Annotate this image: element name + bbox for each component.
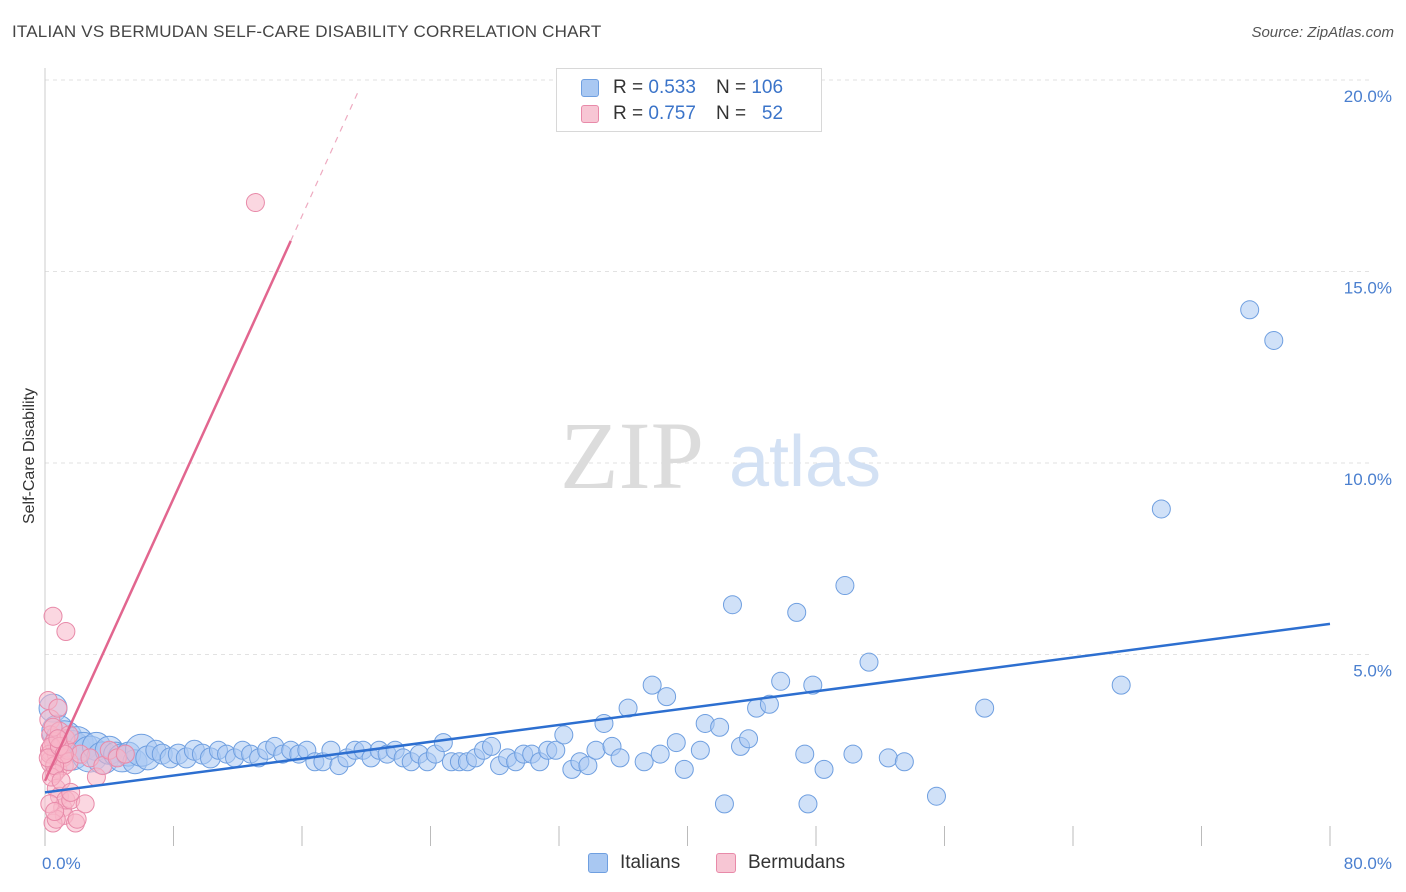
bermudans-n-label: N =: [715, 103, 747, 124]
italians-point: [554, 725, 574, 745]
italians-point: [690, 740, 710, 760]
italians-point: [739, 729, 759, 749]
italians-point: [578, 756, 598, 776]
italians-point: [1151, 499, 1171, 519]
legend-bermudans[interactable]: Bermudans: [716, 852, 845, 874]
italians-point: [482, 736, 502, 756]
bermudans-point: [48, 698, 68, 718]
watermark-atlas: atlas: [729, 422, 881, 502]
grid-lines: [45, 79, 1370, 655]
italians-point: [650, 744, 670, 764]
bermudans-n-value: 52: [761, 103, 784, 124]
stats-legend: R = 0.533 N = 106 R = 0.757 N = 52: [556, 68, 822, 132]
legend-row-bermudans: R = 0.757 N = 52: [581, 103, 783, 125]
italians-point: [787, 602, 807, 622]
italians-point: [975, 698, 995, 718]
legend-row-italians: R = 0.533 N = 106: [581, 77, 783, 99]
italians-point: [759, 694, 779, 714]
italians-point: [714, 794, 734, 814]
y-tick-label: 20.0%: [1344, 87, 1392, 106]
source-label: Source: ZipAtlas.com: [1251, 24, 1394, 41]
bermudans-trend-line: [43, 240, 292, 782]
bermudans-point: [75, 794, 95, 814]
axis-labels: 5.0% 10.0% 15.0% 20.0% 0.0% 80.0%: [42, 87, 1392, 873]
italians-point: [798, 794, 818, 814]
italians-point: [666, 733, 686, 753]
bermudans-point: [56, 622, 76, 642]
italians-point: [710, 717, 730, 737]
bermudans-point: [115, 744, 135, 764]
bermudans-point: [43, 606, 63, 626]
series-legend: Italians Bermudans: [0, 852, 1406, 876]
italians-swatch: [581, 79, 599, 97]
watermark: ZIP atlas: [560, 402, 881, 509]
bermudans-point: [67, 809, 87, 829]
bermudans-swatch: [581, 105, 599, 123]
italians-r-value: 0.533: [648, 77, 696, 98]
italians-point: [878, 748, 898, 768]
bermudans-point: [45, 802, 65, 822]
italians-r-label: R =: [613, 77, 644, 98]
italians-point: [657, 687, 677, 707]
legend-bermudans-label: Bermudans: [748, 852, 846, 873]
italians-point: [546, 740, 566, 760]
italians-points: [38, 300, 1284, 814]
italians-trend-line: [44, 622, 1331, 794]
bermudans-point: [245, 193, 265, 213]
italians-point: [835, 576, 855, 596]
y-tick-label: 10.0%: [1344, 470, 1392, 489]
italians-point: [586, 740, 606, 760]
italians-n-label: N =: [715, 77, 747, 98]
x-tick-label-min: 0.0%: [42, 854, 81, 873]
bermudans-trend-extension: [290, 91, 359, 242]
italians-point: [1240, 300, 1260, 320]
italians-point: [634, 752, 654, 772]
legend-italians-label: Italians: [620, 852, 681, 873]
legend-italians-swatch: [588, 853, 608, 873]
italians-point: [722, 595, 742, 615]
italians-point: [814, 759, 834, 779]
italians-point: [843, 744, 863, 764]
trend-lines: [43, 91, 1331, 794]
bermudans-r-label: R =: [613, 103, 644, 124]
bermudans-point: [61, 782, 81, 802]
italians-n-value: 106: [751, 77, 784, 98]
legend-italians[interactable]: Italians: [588, 852, 680, 874]
italians-point: [433, 733, 453, 753]
watermark-zip: ZIP: [560, 402, 704, 509]
y-axis-title: Self-Care Disability: [21, 388, 38, 524]
italians-point: [894, 752, 914, 772]
italians-point: [795, 744, 815, 764]
italians-point: [926, 786, 946, 806]
bermudans-r-value: 0.757: [648, 103, 696, 124]
y-tick-label: 5.0%: [1353, 662, 1392, 681]
y-tick-label: 15.0%: [1344, 279, 1392, 298]
italians-point: [642, 675, 662, 695]
italians-point: [771, 671, 791, 691]
legend-bermudans-swatch: [716, 853, 736, 873]
italians-point: [1264, 330, 1284, 350]
italians-point: [1111, 675, 1131, 695]
italians-point: [610, 748, 630, 768]
italians-point: [803, 675, 823, 695]
x-tick-label-max: 80.0%: [1344, 854, 1392, 873]
italians-point: [674, 759, 694, 779]
chart-title: ITALIAN VS BERMUDAN SELF-CARE DISABILITY…: [12, 22, 602, 41]
bermudans-points: [38, 193, 265, 833]
italians-point: [859, 652, 879, 672]
